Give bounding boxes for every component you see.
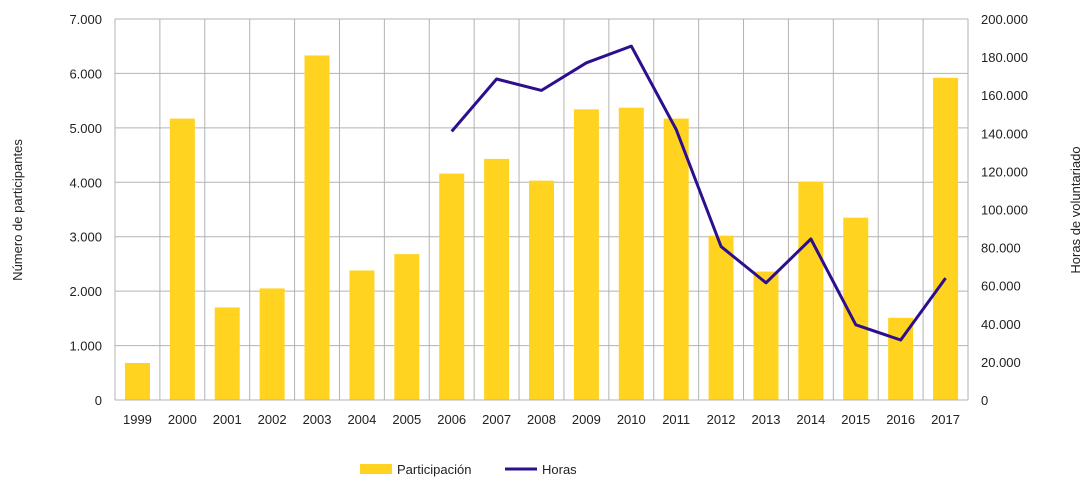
y2-tick-label: 100.000 — [981, 203, 1028, 218]
y-axis-title: Número de participantes — [10, 139, 25, 281]
y-tick-label: 0 — [95, 393, 102, 408]
y2-tick-label: 20.000 — [981, 355, 1021, 370]
y2-axis-title: Horas de voluntariado — [1068, 146, 1083, 273]
legend-label-participacion: Participación — [397, 462, 471, 477]
y-tick-label: 3.000 — [69, 230, 102, 245]
y-tick-label: 6.000 — [69, 66, 102, 81]
x-axis-ticks: 1999 2000 2001 2002 2003 2004 2005 2006 2007 2008… — [123, 412, 960, 427]
bar — [798, 181, 824, 400]
legend-swatch-participacion — [360, 464, 392, 474]
bar — [349, 270, 375, 400]
bar — [259, 288, 285, 400]
x-tick-label: 2010 — [617, 412, 646, 427]
bar — [529, 180, 554, 400]
bar — [214, 307, 240, 400]
y2-tick-label: 160.000 — [981, 88, 1028, 103]
x-tick-label: 2000 — [168, 412, 197, 427]
y2-tick-label: 180.000 — [981, 50, 1028, 65]
y2-tick-label: 60.000 — [981, 279, 1021, 294]
bar-series — [124, 55, 959, 401]
y-tick-label: 1.000 — [69, 339, 102, 354]
x-tick-label: 2004 — [347, 412, 376, 427]
right-axis-ticks: 0 20.000 40.000 60.000 80.000 100.000 120.000 1… — [981, 12, 1028, 408]
x-tick-label: 1999 — [123, 412, 152, 427]
bar — [753, 271, 779, 400]
bar — [618, 107, 644, 401]
x-tick-label: 2001 — [213, 412, 242, 427]
bar — [124, 362, 150, 400]
x-tick-label: 2016 — [886, 412, 915, 427]
bar — [484, 158, 510, 400]
y-tick-label: 4.000 — [69, 175, 102, 190]
x-tick-label: 2005 — [392, 412, 421, 427]
x-tick-label: 2007 — [482, 412, 511, 427]
y2-tick-label: 140.000 — [981, 126, 1028, 141]
bar — [439, 173, 465, 400]
bar — [169, 118, 195, 401]
x-tick-label: 2014 — [796, 412, 825, 427]
x-tick-label: 2011 — [662, 412, 690, 427]
legend-label-horas: Horas — [542, 462, 577, 477]
bar — [933, 77, 959, 400]
y-tick-label: 5.000 — [69, 121, 102, 136]
y2-tick-label: 40.000 — [981, 317, 1021, 332]
bar — [304, 55, 330, 401]
x-tick-label: 2003 — [303, 412, 332, 427]
bar — [888, 317, 914, 400]
y2-tick-label: 80.000 — [981, 241, 1021, 256]
x-tick-label: 2017 — [931, 412, 960, 427]
x-tick-label: 2012 — [707, 412, 736, 427]
y2-tick-label: 200.000 — [981, 12, 1028, 27]
line-horas — [450, 44, 947, 342]
x-tick-label: 2006 — [437, 412, 466, 427]
left-axis-ticks: 0 1.000 2.000 3.000 4.000 5.000 6.000 7.000 — [69, 12, 102, 408]
line-series — [450, 44, 947, 342]
x-tick-label: 2013 — [752, 412, 781, 427]
axes — [114, 19, 969, 401]
y2-tick-label: 120.000 — [981, 164, 1028, 179]
x-tick-label: 2008 — [527, 412, 556, 427]
y-tick-label: 2.000 — [69, 284, 102, 299]
x-tick-label: 2002 — [258, 412, 287, 427]
y-tick-label: 7.000 — [69, 12, 102, 27]
legend: Participación Horas — [360, 462, 577, 477]
x-tick-label: 2009 — [572, 412, 601, 427]
x-tick-label: 2015 — [841, 412, 870, 427]
bar — [573, 109, 599, 400]
bar — [394, 254, 420, 400]
gridlines — [114, 18, 969, 401]
bar — [708, 235, 734, 400]
bar — [663, 118, 689, 401]
y2-tick-label: 0 — [981, 393, 988, 408]
